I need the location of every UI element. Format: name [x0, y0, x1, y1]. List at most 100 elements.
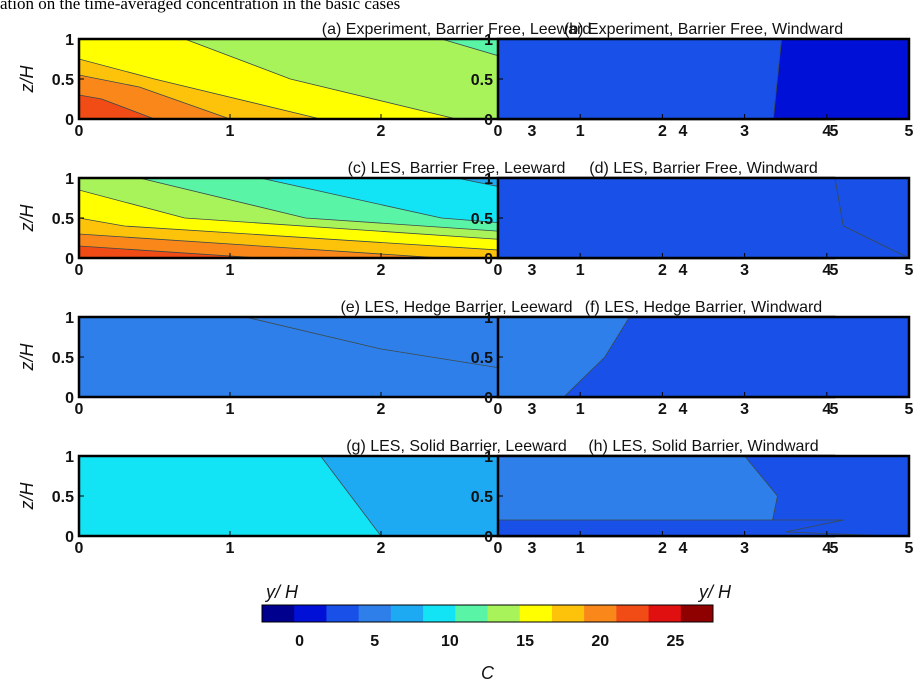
panel-title: (d) LES, Barrier Free, Windward: [589, 160, 818, 177]
y-tick-label: 1: [65, 171, 74, 188]
y-tick-label: 0.5: [52, 489, 74, 506]
figure-header: ation on the time-averaged concentration…: [0, 0, 400, 14]
y-axis-label: z/H: [17, 481, 37, 510]
x-tick-label: 5: [830, 401, 839, 418]
x-tick-label: 0: [75, 123, 84, 140]
x-tick-label: 0: [494, 401, 503, 418]
x-tick-label: 3: [740, 123, 749, 140]
contour-band: [79, 456, 382, 536]
y-tick-label: 0: [65, 112, 74, 129]
y-tick-label: 0.5: [52, 72, 74, 89]
panel-title: (h) LES, Solid Barrier, Windward: [588, 438, 818, 455]
colorbar-swatch: [551, 605, 585, 622]
contour-bands: [498, 456, 893, 536]
colorbar-tick-label: 15: [516, 633, 534, 650]
panel-b: (b) Experiment, Barrier Free, Windward 0 1…: [471, 21, 914, 140]
x-tick-label: 4: [822, 540, 831, 557]
y-tick-label: 1: [484, 32, 493, 49]
x-tick-label: 0: [75, 262, 84, 279]
contour-bands: [498, 178, 909, 258]
x-tick-label: 4: [822, 262, 831, 279]
colorbar-annotation-right: y/ H: [697, 582, 732, 602]
colorbar-swatch: [262, 605, 295, 622]
panel-d: (d) LES, Barrier Free, Windward 0 1 2 3 4 5 0 0.…: [471, 160, 914, 279]
contour-band: [498, 456, 778, 536]
x-tick-label: 4: [679, 540, 688, 557]
colorbar-tick-label: 25: [667, 633, 685, 650]
y-tick-label: 1: [484, 171, 493, 188]
panel-f: (f) LES, Hedge Barrier, Windward 0 1 2 3 4 5 0 0…: [471, 299, 914, 418]
x-tick-label: 1: [576, 262, 585, 279]
y-tick-label: 0: [65, 390, 74, 407]
panel-title: (f) LES, Hedge Barrier, Windward: [585, 299, 822, 316]
x-tick-label: 0: [494, 123, 503, 140]
y-tick-label: 0: [65, 529, 74, 546]
panel-title: (a) Experiment, Barrier Free, Leeward: [322, 21, 591, 38]
x-tick-label: 1: [226, 262, 235, 279]
contour-bands: [79, 317, 819, 397]
x-tick-label: 2: [377, 401, 386, 418]
x-tick-label: 2: [658, 262, 667, 279]
x-tick-label: 0: [494, 540, 503, 557]
x-tick-label: 2: [658, 540, 667, 557]
y-tick-label: 0: [484, 112, 493, 129]
x-tick-label: 3: [528, 262, 537, 279]
colorbar-swatch: [616, 605, 650, 622]
y-axis-label: z/H: [17, 342, 37, 371]
colorbar-swatch: [648, 605, 682, 622]
contour-bands: [79, 456, 382, 536]
y-tick-label: 0: [65, 251, 74, 268]
contour-band: [498, 39, 782, 119]
x-tick-label: 3: [740, 540, 749, 557]
x-tick-label: 1: [226, 123, 235, 140]
colorbar-swatch: [584, 605, 617, 622]
y-tick-label: 0.5: [471, 72, 493, 89]
contour-band: [79, 317, 819, 397]
x-tick-label: 3: [740, 262, 749, 279]
panel-title: (g) LES, Solid Barrier, Leeward: [346, 438, 567, 455]
y-tick-label: 1: [484, 310, 493, 327]
x-tick-label: 2: [658, 401, 667, 418]
y-tick-label: 0: [484, 529, 493, 546]
x-tick-label: 0: [75, 540, 84, 557]
x-tick-label: 2: [377, 262, 386, 279]
colorbar-tick-label: 0: [295, 633, 304, 650]
colorbar-swatch: [519, 605, 553, 622]
colorbar-annotation-left: y/ H: [264, 582, 299, 602]
x-tick-label: 4: [679, 262, 688, 279]
x-tick-label: 2: [377, 540, 386, 557]
y-axis-label: z/H: [17, 64, 37, 93]
x-tick-label: 0: [75, 401, 84, 418]
colorbar-tick-label: 10: [441, 633, 459, 650]
x-tick-label: 2: [377, 123, 386, 140]
colorbar-swatch: [487, 605, 521, 622]
y-tick-label: 0.5: [471, 350, 493, 367]
x-tick-label: 5: [905, 401, 914, 418]
y-tick-label: 1: [65, 449, 74, 466]
y-tick-label: 1: [484, 449, 493, 466]
colorbar-swatch: [358, 605, 392, 622]
x-tick-label: 1: [576, 401, 585, 418]
colorbar-tick-label: 5: [370, 633, 379, 650]
colorbar-frame: [261, 604, 714, 623]
y-tick-label: 0.5: [52, 350, 74, 367]
x-tick-label: 4: [679, 123, 688, 140]
x-tick-label: 1: [226, 401, 235, 418]
x-tick-label: 5: [905, 123, 914, 140]
x-tick-label: 5: [830, 123, 839, 140]
x-tick-label: 5: [905, 262, 914, 279]
y-tick-label: 0.5: [471, 211, 493, 228]
colorbar-swatch: [680, 605, 714, 622]
x-tick-label: 4: [679, 401, 688, 418]
y-tick-label: 0: [484, 390, 493, 407]
x-tick-label: 3: [740, 401, 749, 418]
x-tick-label: 5: [830, 540, 839, 557]
panel-title: (e) LES, Hedge Barrier, Leeward: [340, 299, 572, 316]
y-tick-label: 1: [65, 32, 74, 49]
y-tick-label: 0: [484, 251, 493, 268]
x-tick-label: 3: [528, 123, 537, 140]
header-text: ation on the time-averaged concentration…: [0, 0, 401, 13]
y-tick-label: 0.5: [471, 489, 493, 506]
x-tick-label: 0: [494, 262, 503, 279]
contour-bands: [498, 317, 630, 397]
